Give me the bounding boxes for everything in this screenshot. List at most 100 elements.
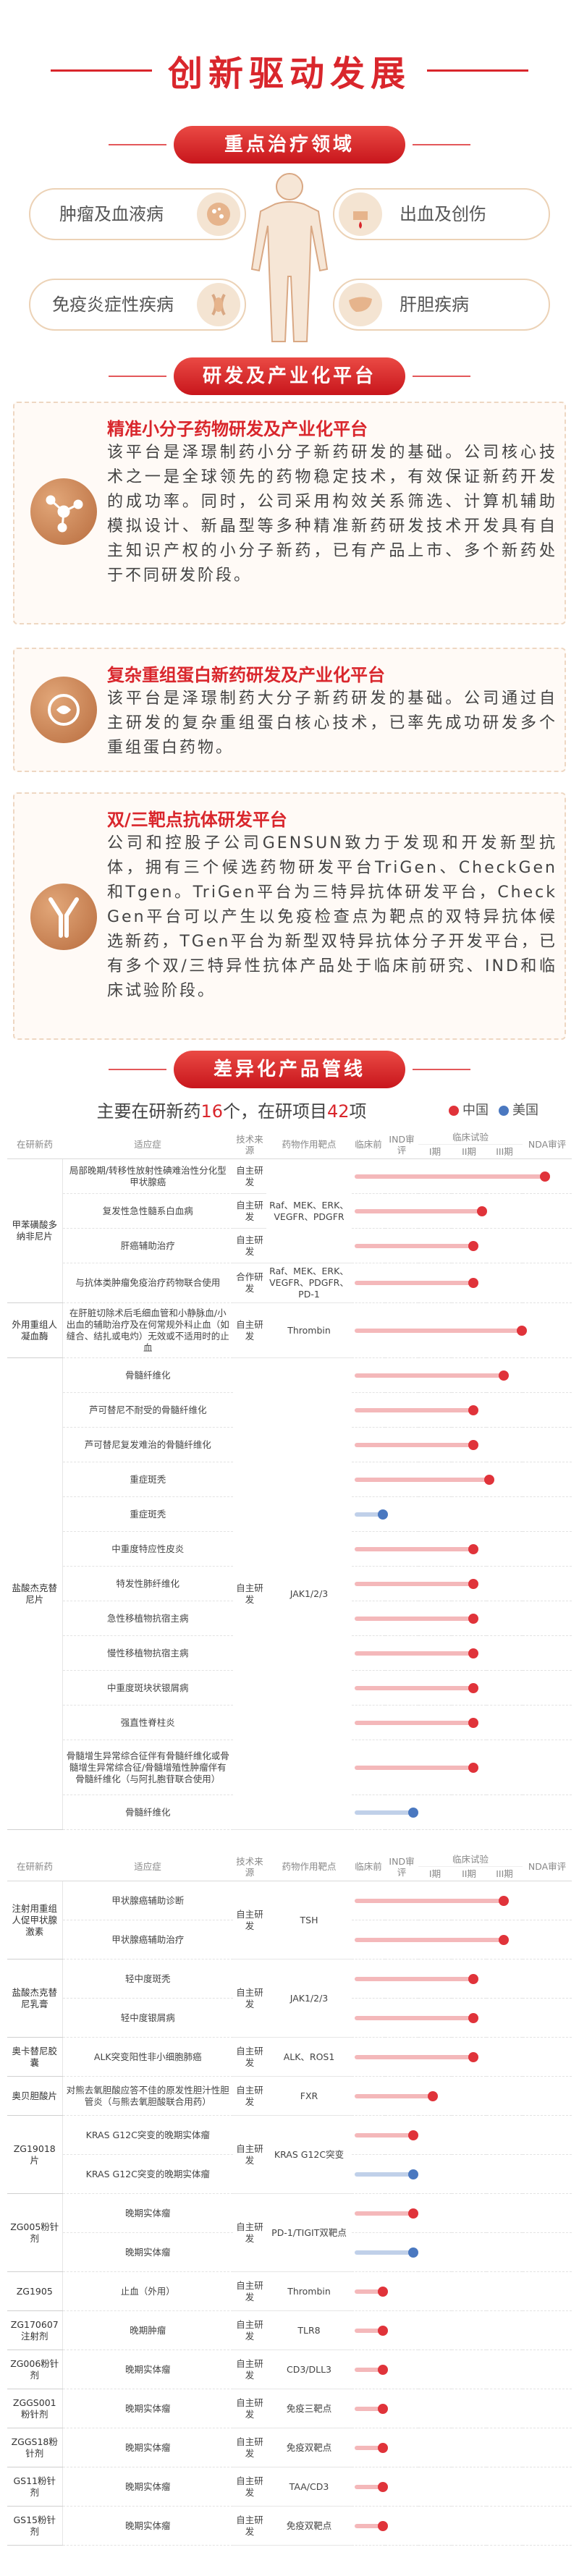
progress-cell — [352, 1795, 572, 1830]
column-header: II期 — [452, 1144, 486, 1159]
indication: 晚期肿瘤 — [62, 2310, 233, 2350]
progress-dot — [407, 2208, 418, 2219]
progress-cell — [352, 1496, 572, 1532]
pipeline-row: GS11粉针剂 晚期实体瘤 自主研发 TAA/CD3 — [7, 2467, 572, 2507]
drug-name: ZG170607注射剂 — [7, 2310, 63, 2350]
area-label: 肝胆疾病 — [400, 295, 469, 315]
progress-bar — [355, 1581, 474, 1586]
area-pill: 免疫炎症性疾病 — [29, 279, 246, 331]
pipeline-row: 重症斑秃 — [7, 1462, 572, 1497]
pipeline-row: 奥贝胆酸片 对熊去氧胆酸应答不佳的原发性胆汁性胆管炎（与熊去氧胆酸联合用药） 自主研… — [7, 2076, 572, 2116]
column-header: 技术来源 — [233, 1130, 266, 1159]
progress-bar — [355, 1328, 522, 1333]
progress-dot — [378, 2442, 389, 2453]
platform-title: 精准小分子药物研发及产业化平台 — [107, 419, 368, 439]
column-header: NDA审评 — [523, 1852, 572, 1881]
tech-source: 自主研发 — [233, 2037, 266, 2077]
progress-dot — [540, 1171, 551, 1182]
drug-name: 奥贝胆酸片 — [7, 2076, 63, 2116]
indication: 强直性脊柱炎 — [62, 1705, 233, 1740]
progress-cell — [352, 1302, 572, 1358]
area-pill: 出血及创伤 — [333, 188, 550, 240]
table-body: 注射用重组人促甲状腺激素 甲状腺癌辅助诊断 自主研发 TSH 甲状腺癌辅助治疗 盐酸杰克替… — [7, 1881, 572, 2546]
title-line — [51, 69, 152, 72]
pipeline-row: 中重度特应性皮炎 — [7, 1531, 572, 1567]
page-title: 创新驱动发展 — [167, 54, 411, 94]
indication: 中重度特应性皮炎 — [62, 1531, 233, 1567]
indication: 骨髓纤维化 — [62, 1795, 233, 1830]
summary-text: 主要在研新药 — [96, 1101, 201, 1122]
progress-dot — [378, 1509, 389, 1520]
progress-bar — [355, 1937, 504, 1942]
pipeline-row: 盐酸杰克替尼乳膏 轻中度斑秃 自主研发 JAK1/2/3 — [7, 1959, 572, 2038]
drug-target: ALK、ROS1 — [266, 2037, 352, 2077]
progress-cell — [352, 2232, 572, 2272]
summary-text: 项 — [349, 1101, 367, 1122]
column-header: 技术来源 — [233, 1852, 266, 1881]
progress-bar — [355, 1765, 474, 1770]
progress-cell — [352, 2428, 572, 2467]
progress-cell — [352, 1670, 572, 1706]
indication: KRAS G12C突变的晚期实体瘤 — [62, 2115, 233, 2155]
drug-name: 注射用重组人促甲状腺激素 — [7, 1881, 63, 1959]
tech-source: 自主研发 — [233, 2506, 266, 2546]
table-body: 甲苯磺酸多纳非尼片 局部晚期/转移性放射性碘难治性分化型甲状腺癌 自主研发 Raf、M… — [7, 1158, 572, 1830]
progress-dot — [468, 1717, 479, 1728]
progress-cell — [352, 1740, 572, 1795]
area-icon — [197, 283, 240, 326]
progress-bar — [355, 1810, 413, 1815]
tech-source: 自主研发 — [233, 2115, 266, 2194]
progress-bar — [355, 1208, 483, 1213]
legend-swatch — [499, 1106, 509, 1116]
progress-bar — [355, 1685, 474, 1690]
progress-dot — [468, 1682, 479, 1693]
progress-bar — [355, 2523, 384, 2528]
indication: 轻中度斑秃 — [62, 1959, 233, 1999]
progress-cell — [352, 1427, 572, 1462]
progress-cell — [352, 2389, 572, 2428]
progress-cell — [352, 1263, 572, 1303]
progress-bar — [355, 1546, 474, 1551]
progress-dot — [499, 1895, 509, 1906]
human-figure — [250, 173, 329, 342]
progress-bar — [355, 2132, 413, 2138]
column-header: 临床前 — [352, 1852, 385, 1881]
pipeline-row: 强直性脊柱炎 — [7, 1705, 572, 1740]
tech-source: 自主研发 — [233, 2389, 266, 2428]
column-header: 临床前 — [352, 1130, 385, 1159]
progress-bar — [355, 1512, 384, 1517]
drug-target: 免疫三靶点 — [266, 2389, 352, 2428]
progress-dot — [468, 1404, 479, 1415]
progress-cell — [352, 1705, 572, 1740]
column-header: III期 — [486, 1866, 523, 1881]
progress-dot — [378, 2286, 389, 2297]
progress-dot — [407, 2247, 418, 2258]
progress-bar — [355, 2172, 413, 2177]
platform-title: 复杂重组蛋白新药研发及产业化平台 — [107, 665, 385, 685]
progress-cell — [352, 1881, 572, 1920]
progress-dot — [484, 1474, 494, 1485]
area-icon — [339, 283, 382, 326]
pipeline-table: 在研新药 适应症 技术来源 药物作用靶点 临床前 IND审评 临床试验 NDA审评 I期 II期 I… — [7, 1130, 572, 1830]
indication: 晚期实体瘤 — [62, 2467, 233, 2507]
progress-bar — [355, 2211, 413, 2216]
banner-line — [109, 144, 166, 145]
column-header: I期 — [418, 1144, 452, 1159]
pipeline-row: ZG19018片 KRAS G12C突变的晚期实体瘤 自主研发 KRAS G12C突变 — [7, 2115, 572, 2194]
pipeline-row: GS15粉针剂 晚期实体瘤 自主研发 免疫双靶点 — [7, 2506, 572, 2546]
title-line — [427, 69, 528, 72]
progress-cell — [352, 2154, 572, 2194]
progress-dot — [407, 1807, 418, 1818]
drug-target: KRAS G12C突变 — [266, 2115, 352, 2194]
head-row: 在研新药 适应症 技术来源 药物作用靶点 临床前 IND审评 临床试验 NDA审评 — [7, 1852, 572, 1881]
column-header: 药物作用靶点 — [266, 1130, 352, 1159]
section-banner: 重点治疗领域 — [174, 126, 405, 164]
progress-dot — [407, 2130, 418, 2140]
column-header: 在研新药 — [7, 1130, 62, 1159]
platform-title: 双/三靶点抗体研发平台 — [107, 810, 287, 830]
progress-bar — [355, 1243, 474, 1248]
indication: 局部晚期/转移性放射性碘难治性分化型甲状腺癌 — [62, 1158, 233, 1194]
indication: 在肝脏切除术后毛细血管和小静脉血/小出血的辅助治疗及在何常规外科止血（如缝合、结… — [62, 1302, 233, 1358]
area-pill: 肿瘤及血液病 — [29, 188, 246, 240]
tech-source: 自主研发 — [233, 1881, 266, 1959]
